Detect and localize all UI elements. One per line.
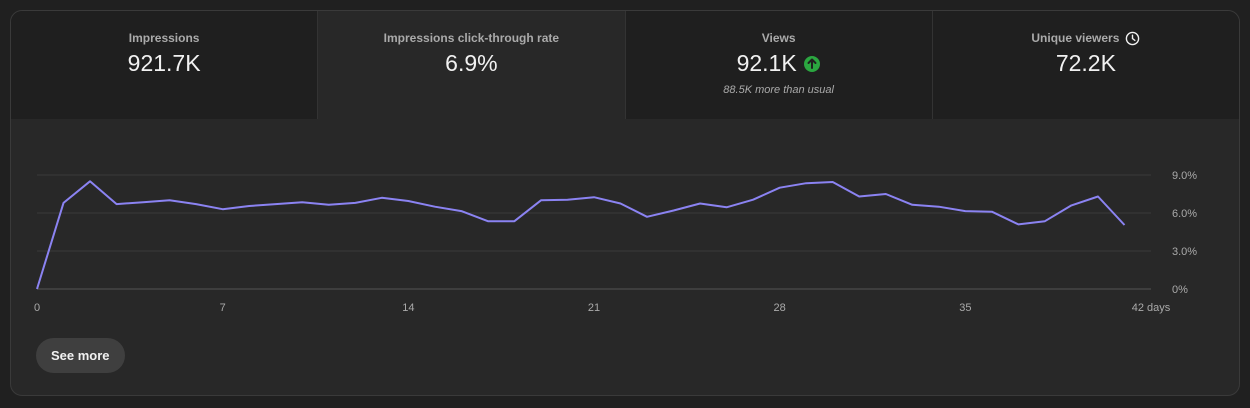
metric-label: Impressions bbox=[128, 31, 200, 45]
x-tick-label: 0 bbox=[34, 302, 40, 314]
x-tick-label: 28 bbox=[774, 302, 786, 314]
tab-impressions[interactable]: Impressions 921.7K bbox=[11, 11, 319, 119]
y-tick-label: 3.0% bbox=[1172, 246, 1197, 258]
metric-value: 6.9% bbox=[445, 50, 498, 76]
x-axis-ticks: 0 7 14 21 28 35 42 days bbox=[34, 302, 1171, 314]
chart-series bbox=[36, 180, 1126, 290]
chart-svg: 9.0% 6.0% 3.0% 0% 0 7 14 21 28 35 42 days bbox=[34, 170, 1197, 314]
y-tick-label: 9.0% bbox=[1172, 170, 1197, 182]
tab-impressions-ctr[interactable]: Impressions click-through rate 6.9% bbox=[318, 11, 626, 119]
y-tick-label: 0% bbox=[1172, 284, 1188, 296]
x-tick-label: 7 bbox=[220, 302, 226, 314]
y-axis-ticks: 9.0% 6.0% 3.0% 0% bbox=[1172, 170, 1197, 296]
metric-value-row: 92.1K bbox=[737, 50, 821, 77]
ctr-line-chart: 9.0% 6.0% 3.0% 0% 0 7 14 21 28 35 42 days bbox=[11, 119, 1239, 329]
metric-label-row: Unique viewers bbox=[1031, 30, 1140, 46]
up-arrow-circle-icon bbox=[803, 55, 820, 72]
see-more-button[interactable]: See more bbox=[36, 338, 125, 373]
y-tick-label: 6.0% bbox=[1172, 208, 1197, 220]
x-tick-label: 14 bbox=[402, 302, 414, 314]
x-tick-label: 42 days bbox=[1132, 302, 1171, 314]
metric-subtext: 88.5K more than usual bbox=[723, 84, 834, 96]
analytics-card: Impressions 921.7K Impressions click-thr… bbox=[10, 10, 1240, 396]
metric-label: Views bbox=[761, 31, 796, 45]
metric-value: 92.1K bbox=[736, 50, 797, 76]
tab-views[interactable]: Views 92.1K 88.5K more than usual bbox=[625, 11, 933, 119]
clock-icon[interactable] bbox=[1125, 31, 1140, 46]
metric-value: 921.7K bbox=[127, 50, 201, 76]
metric-tabs: Impressions 921.7K Impressions click-thr… bbox=[11, 11, 1239, 119]
x-tick-label: 21 bbox=[588, 302, 600, 314]
metric-label: Unique viewers bbox=[1031, 31, 1120, 45]
metric-label: Impressions click-through rate bbox=[383, 31, 560, 45]
chart-grid bbox=[37, 174, 1151, 290]
tab-unique-viewers[interactable]: Unique viewers 72.2K bbox=[932, 11, 1239, 119]
x-tick-label: 35 bbox=[959, 302, 971, 314]
series-line-ctr[interactable] bbox=[36, 180, 1126, 290]
metric-value: 72.2K bbox=[1055, 50, 1116, 76]
